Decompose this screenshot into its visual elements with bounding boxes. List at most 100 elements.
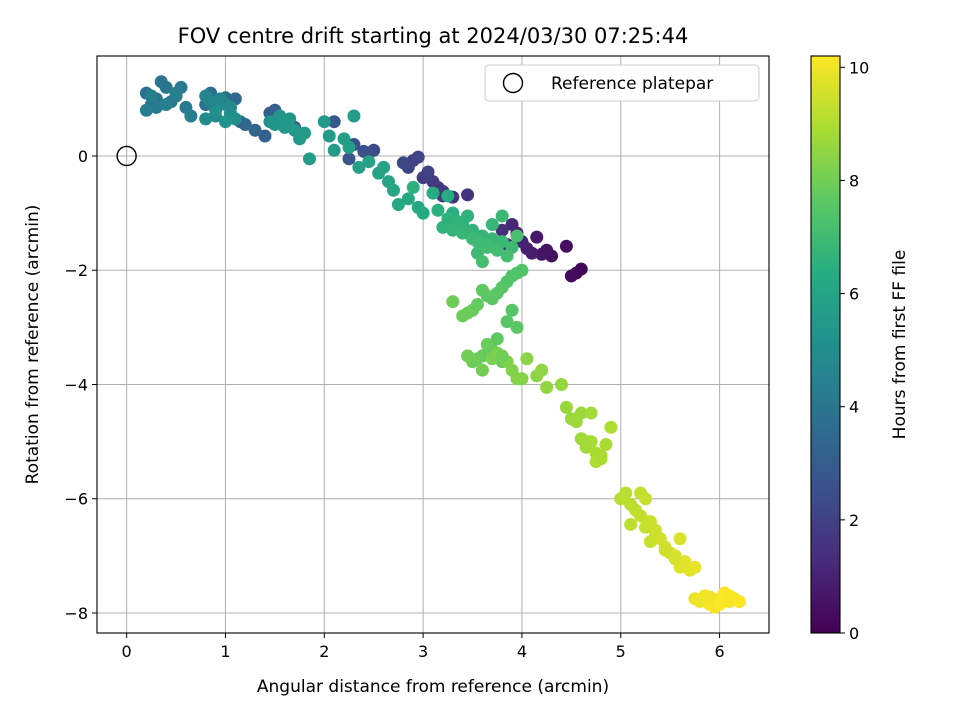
y-tick-label: −6: [64, 490, 88, 509]
scatter-point: [619, 486, 633, 500]
scatter-point: [643, 535, 657, 549]
scatter-point: [485, 218, 499, 232]
scatter-point: [722, 589, 736, 603]
scatter-point: [223, 100, 237, 114]
y-tick-label: 0: [78, 147, 88, 166]
scatter-point: [446, 223, 460, 237]
scatter-point: [579, 435, 593, 449]
reference-point-marker: [116, 145, 137, 167]
scatter-point: [668, 552, 682, 566]
scatter-point: [446, 295, 460, 309]
scatter-point: [456, 309, 470, 323]
scatter-point: [302, 152, 316, 166]
colorbar-ticks: 0 2 4 6 8 10: [840, 58, 869, 643]
scatter-point: [169, 86, 183, 100]
scatter-point: [688, 560, 702, 574]
scatter-point: [362, 155, 376, 169]
scatter-point: [713, 597, 727, 611]
scatter-point: [505, 218, 519, 232]
scatter-point: [421, 165, 435, 179]
scatter-point: [377, 160, 391, 174]
x-tick-label: 2: [319, 642, 329, 661]
scatter-point: [456, 226, 470, 240]
x-tick-label: 0: [122, 642, 132, 661]
scatter-point: [594, 449, 608, 463]
scatter-point: [204, 95, 218, 109]
scatter-point: [406, 180, 420, 194]
scatter-point: [248, 123, 262, 137]
scatter-point: [634, 509, 648, 523]
data-points: [139, 75, 746, 614]
scatter-point: [624, 517, 638, 531]
scatter-point: [475, 363, 489, 377]
colorbar-tick-label: 2: [849, 511, 859, 530]
scatter-point: [322, 129, 336, 143]
scatter-point: [559, 239, 573, 253]
scatter-point: [500, 249, 514, 263]
legend-marker: [502, 72, 524, 94]
x-axis-label: Angular distance from reference (arcmin): [257, 677, 609, 697]
scatter-point: [480, 240, 494, 254]
scatter-point: [441, 189, 455, 203]
x-tick-label: 5: [616, 642, 626, 661]
scatter-point: [540, 243, 554, 257]
scatter-point: [703, 590, 717, 604]
scatter-point: [431, 203, 445, 217]
scatter-point: [515, 372, 529, 386]
scatter-point: [352, 160, 366, 174]
scatter-point: [214, 92, 228, 106]
y-tick-label: −2: [64, 261, 88, 280]
scatter-point: [510, 229, 524, 243]
scatter-point: [273, 109, 287, 123]
scatter-point: [461, 209, 475, 223]
scatter-point: [416, 206, 430, 220]
scatter-point: [391, 198, 405, 212]
scatter-point: [159, 98, 173, 112]
scatter-point: [317, 115, 331, 129]
colorbar-gradient: [811, 56, 840, 633]
scatter-point: [441, 212, 455, 226]
scatter-point: [505, 303, 519, 317]
scatter-point: [564, 269, 578, 283]
chart-title: FOV centre drift starting at 2024/03/30 …: [178, 24, 689, 48]
y-axis-ticks: 0 −2 −4 −6 −8: [64, 147, 97, 623]
colorbar-label: Hours from first FF file: [890, 250, 910, 440]
y-tick-label: −8: [64, 604, 88, 623]
scatter-point: [604, 420, 618, 434]
scatter-point: [342, 152, 356, 166]
scatter-point: [535, 363, 549, 377]
scatter-point: [357, 144, 371, 158]
scatter-point: [327, 143, 341, 157]
scatter-point: [298, 126, 312, 140]
scatter-point: [648, 523, 662, 537]
scatter-point: [327, 115, 341, 129]
scatter-point: [520, 352, 534, 366]
colorbar-tick-label: 0: [849, 624, 859, 643]
scatter-point: [495, 209, 509, 223]
scatter-point: [490, 332, 504, 346]
x-tick-label: 1: [220, 642, 230, 661]
colorbar-tick-label: 4: [849, 398, 859, 417]
scatter-point: [159, 80, 173, 94]
scatter-point: [495, 223, 509, 237]
scatter-point: [347, 109, 361, 123]
scatter-point: [584, 406, 598, 420]
legend-label: Reference platepar: [551, 74, 713, 94]
scatter-point: [658, 543, 672, 557]
x-axis-ticks: 0 1 2 3 4 5 6: [122, 633, 725, 661]
scatter-point: [530, 230, 544, 244]
grid: [97, 56, 769, 633]
scatter-point: [540, 380, 554, 394]
colorbar-tick-label: 8: [849, 171, 859, 190]
scatter-point: [258, 129, 272, 143]
scatter-point: [144, 89, 158, 103]
x-tick-label: 4: [517, 642, 527, 661]
scatter-point: [480, 338, 494, 351]
scatter-point: [515, 263, 529, 277]
scatter-point: [490, 243, 504, 257]
y-tick-label: −4: [64, 375, 88, 394]
scatter-point: [475, 255, 489, 269]
legend: Reference platepar: [484, 64, 760, 102]
